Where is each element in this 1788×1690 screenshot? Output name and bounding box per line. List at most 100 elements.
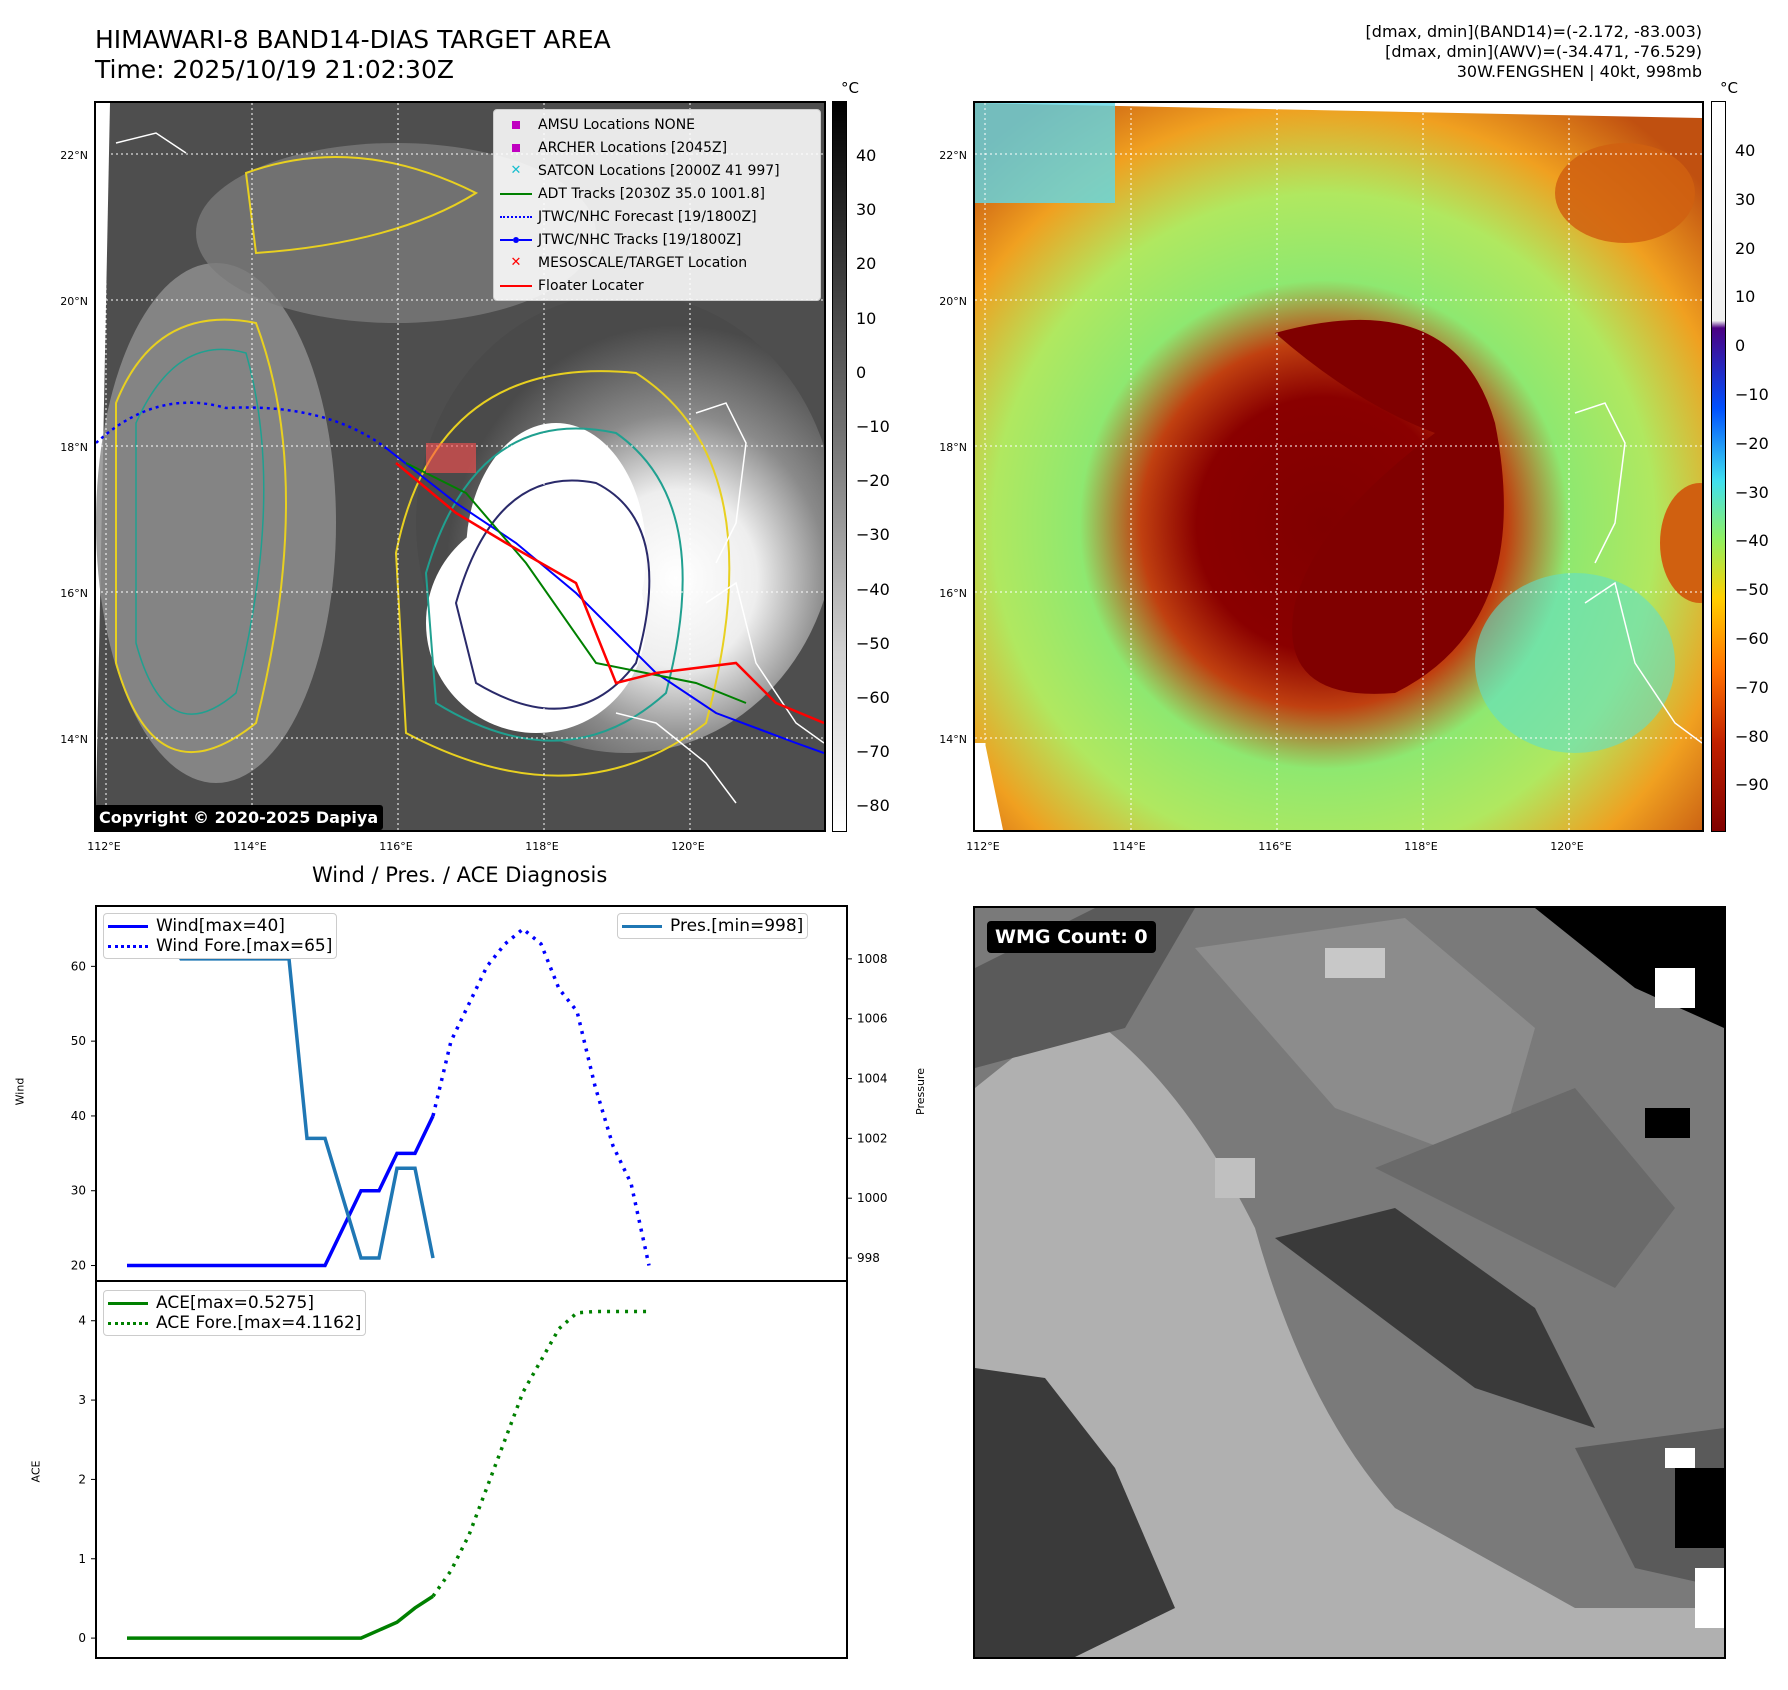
series-line [127,1594,434,1640]
legend-wind: Wind[max=40] [156,916,285,936]
y-tick-label: 998 [857,1251,880,1265]
legend-symbol-icon: ✕ [510,255,522,270]
latitude-label: 22°N [939,149,967,162]
colorbar-tick: −10 [1735,385,1769,404]
colorbar-tick: −50 [856,633,890,653]
color-colorbar [1711,101,1726,832]
mesoscale-target-box [426,443,476,473]
wind-axis-label: Wind [13,1077,27,1106]
colorbar-tick: −80 [1735,726,1769,746]
y-tick-label: 1000 [857,1191,888,1205]
color-colorbar-unit: °C [1720,79,1738,97]
gray-colorbar-unit: °C [841,79,859,97]
series-line [127,927,435,1260]
colorbar-tick: 30 [1735,189,1756,209]
gray-colorbar [832,101,847,832]
colorbar-tick: 0 [1735,336,1746,356]
floater-locater-track [395,462,824,725]
latitude-label: 18°N [60,441,88,454]
y-tick-label: 1008 [857,952,888,966]
y-tick-label: 1 [78,1552,86,1566]
legend-item: ADT Tracks [2030Z 35.0 1001.8] [494,182,820,205]
colorbar-tick: 30 [856,200,877,220]
legend-item-label: ARCHER Locations [2045Z] [538,139,728,156]
latitude-label: 18°N [939,441,967,454]
wmg-panel [973,906,1726,1659]
y-tick-label: 60 [71,959,86,973]
colorbar-tick: −90 [1735,775,1769,795]
series-line [431,926,651,1266]
legend-item: Floater Locater [494,274,820,297]
latitude-label: 22°N [60,149,88,162]
colorbar-tick: 20 [856,254,877,274]
longitude-label: 112°E [87,840,121,853]
legend-pres: Pres.[min=998] [670,916,804,936]
legend-item: ARCHER Locations [2045Z] [494,136,820,159]
longitude-label: 112°E [966,840,1000,853]
legend-item-label: ADT Tracks [2030Z 35.0 1001.8] [538,185,765,202]
y-tick-label: 0 [78,1631,86,1645]
legend-item-label: Floater Locater [538,277,644,294]
y-tick-label: 2 [78,1472,86,1486]
jtwc-forecast-track [96,401,387,450]
wind-legend: Wind[max=40] Wind Fore.[max=65] [103,913,338,959]
colorbar-tick: −20 [1735,433,1769,453]
colorbar-tick: −70 [1735,677,1769,697]
legend-symbol-icon [494,120,538,129]
colorbar-tick: −20 [856,471,890,491]
legend-item: ✕ MESOSCALE/TARGET Location [494,251,820,274]
title-line-2: Time: 2025/10/19 21:02:30Z [95,55,454,84]
legend-item-label: JTWC/NHC Forecast [19/1800Z] [538,208,757,225]
legend-symbol-icon [494,284,538,287]
latitude-label: 20°N [60,295,88,308]
wmg-count-badge: WMG Count: 0 [987,921,1156,953]
series-line [431,1309,649,1598]
latitude-label: 14°N [939,733,967,746]
adt-track [405,462,747,704]
colorbar-tick: −10 [856,417,890,436]
title-line-1: HIMAWARI-8 BAND14-DIAS TARGET AREA [95,25,611,54]
longitude-label: 116°E [1258,840,1292,853]
awv-map-image [975,103,1702,830]
colorbar-tick: 10 [856,308,877,328]
diagnosis-chart: 20 30 40 50 60 998 1000 1002 1004 1006 1008 0 1 2 3 4 [71,905,888,1659]
pressure-axis-label: Pressure [913,1068,927,1115]
legend-item: AMSU Locations NONE [494,113,820,136]
legend-ace-fore: ACE Fore.[max=4.1162] [156,1313,362,1333]
legend-item-label: AMSU Locations NONE [538,116,696,133]
longitude-label: 120°E [671,840,705,853]
colorbar-tick: −40 [1735,531,1769,551]
pressure-legend: Pres.[min=998] [617,913,809,939]
map-legend: AMSU Locations NONE ARCHER Locations [204… [493,109,821,301]
ace-legend: ACE[max=0.5275] ACE Fore.[max=4.1162] [103,1290,367,1336]
copyright-label: Copyright © 2020-2025 Dapiya [96,805,384,830]
y-tick-label: 1002 [857,1131,888,1145]
colorbar-tick: −30 [856,525,890,545]
legend-wind-fore: Wind Fore.[max=65] [156,936,333,956]
ir-map-panel: Copyright © 2020-2025 Dapiya AMSU Locati… [94,101,826,832]
longitude-label: 114°E [1112,840,1146,853]
ace-axis-label: ACE [29,1460,43,1483]
wmg-image [975,908,1724,1657]
y-tick-label: 1004 [857,1072,888,1086]
latitude-label: 16°N [939,587,967,600]
legend-item: JTWC/NHC Tracks [19/1800Z] [494,228,820,251]
legend-symbol-icon: ✕ [510,163,522,178]
legend-symbol-icon [494,143,538,152]
colorbar-tick: −60 [1735,629,1769,648]
colorbar-tick: −70 [856,742,890,762]
subtitle-line-1: [dmax, dmin](BAND14)=(-2.172, -83.003) [1365,22,1702,41]
legend-item: ✕ SATCON Locations [2000Z 41 997] [494,159,820,182]
subtitle-line-2: [dmax, dmin](AWV)=(-34.471, -76.529) [1385,42,1702,61]
legend-item-label: JTWC/NHC Tracks [19/1800Z] [538,231,742,248]
longitude-label: 120°E [1550,840,1584,853]
colorbar-tick: −60 [856,688,890,707]
latitude-label: 14°N [60,733,88,746]
series-line [127,1115,435,1268]
colorbar-tick: −50 [1735,580,1769,600]
legend-symbol-icon [494,192,538,195]
legend-ace: ACE[max=0.5275] [156,1293,314,1313]
y-tick-label: 1006 [857,1012,888,1026]
legend-symbol-icon [494,236,538,243]
legend-item: JTWC/NHC Forecast [19/1800Z] [494,205,820,228]
